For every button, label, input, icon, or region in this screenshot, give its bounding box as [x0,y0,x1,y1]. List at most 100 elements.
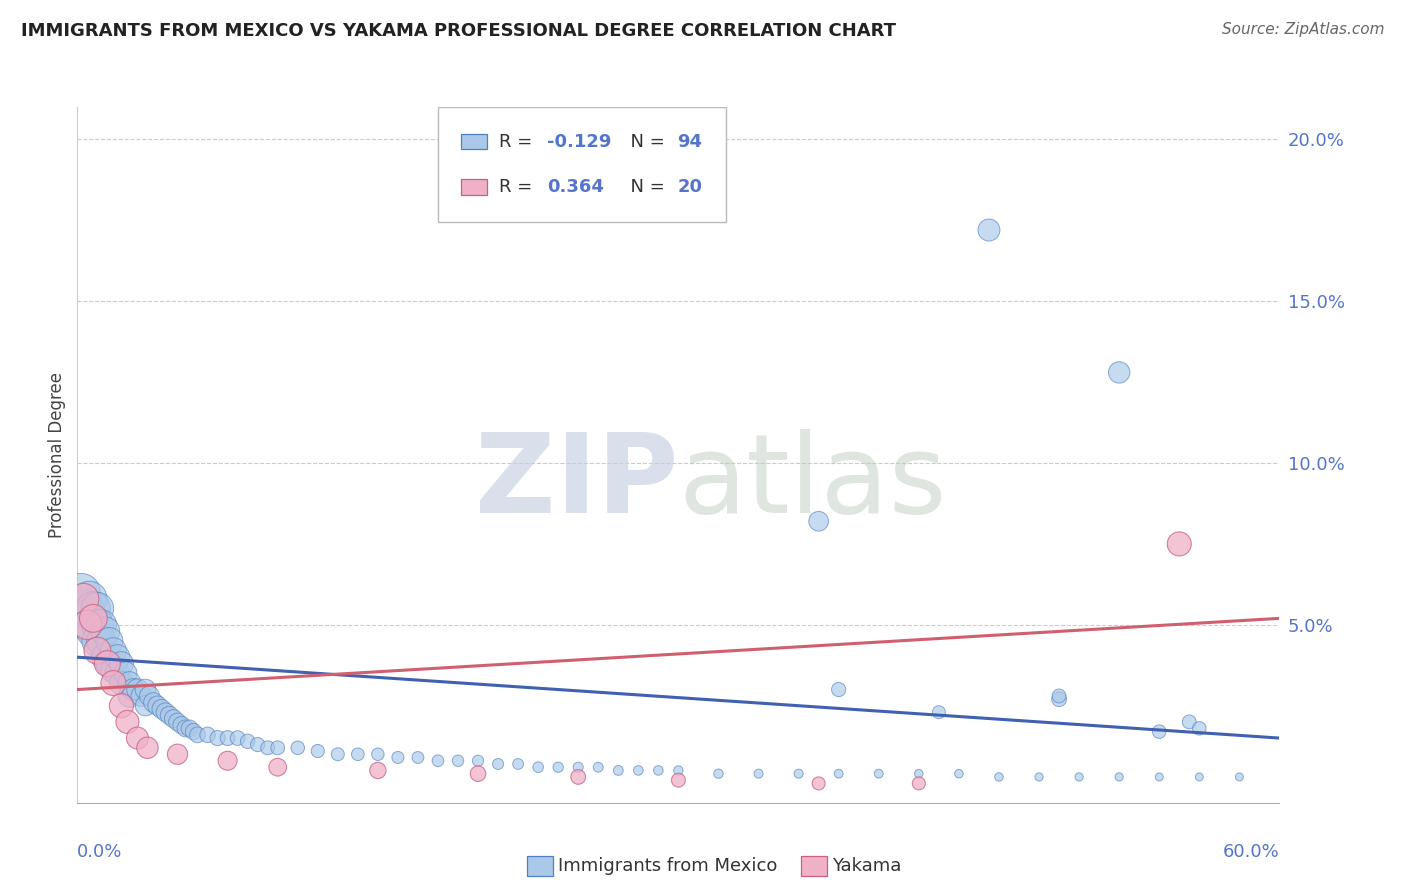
Point [647,764,669,778]
Point [287,740,309,755]
Point [707,766,730,780]
Point [326,747,349,762]
Point [75,601,97,615]
Point [988,770,1011,784]
FancyBboxPatch shape [461,134,488,150]
Point [110,698,132,713]
Text: 94: 94 [678,133,702,151]
Point [567,770,589,784]
Point [98,634,121,648]
Point [118,676,141,690]
Point [94,650,117,665]
Point [748,766,770,780]
Point [807,776,830,790]
Point [486,756,509,771]
Point [588,760,610,774]
Point [170,718,193,732]
Point [977,223,1000,237]
Point [162,712,184,726]
Text: atlas: atlas [679,429,946,536]
Point [828,766,851,780]
Point [90,617,112,632]
Point [103,643,125,657]
Point [134,682,156,697]
Point [103,676,125,690]
Point [668,764,690,778]
Point [134,698,156,713]
Text: -0.129: -0.129 [547,133,612,151]
Text: IMMIGRANTS FROM MEXICO VS YAKAMA PROFESSIONAL DEGREE CORRELATION CHART: IMMIGRANTS FROM MEXICO VS YAKAMA PROFESS… [21,22,896,40]
Point [246,738,269,752]
Point [79,617,101,632]
Point [166,747,188,762]
Point [90,634,112,648]
Point [110,657,132,671]
Point [226,731,249,745]
Point [467,766,489,780]
Text: R =: R = [499,133,538,151]
Point [267,760,290,774]
Point [1168,537,1191,551]
Point [236,734,259,748]
Point [217,754,239,768]
Point [1047,689,1070,703]
Point [948,766,970,780]
Point [467,754,489,768]
Point [96,657,118,671]
Point [1047,692,1070,706]
Point [787,766,810,780]
Point [114,666,136,681]
Text: N =: N = [620,133,671,151]
Point [179,722,201,736]
Text: 0.364: 0.364 [547,178,605,196]
Point [367,764,389,778]
Point [82,601,104,615]
Point [76,617,98,632]
Point [347,747,370,762]
Text: Source: ZipAtlas.com: Source: ZipAtlas.com [1222,22,1385,37]
Text: 0.0%: 0.0% [77,843,122,861]
Point [1178,714,1201,729]
Point [828,682,851,697]
Point [1188,770,1211,784]
Point [103,663,125,677]
Point [1229,770,1251,784]
Point [406,750,429,764]
Point [928,705,950,719]
Point [136,740,159,755]
Point [118,689,141,703]
Text: 20: 20 [678,178,702,196]
Point [127,682,149,697]
Text: 60.0%: 60.0% [1223,843,1279,861]
FancyBboxPatch shape [461,179,488,194]
Point [547,760,569,774]
Point [142,696,165,710]
Text: Immigrants from Mexico: Immigrants from Mexico [558,857,778,875]
Point [217,731,239,745]
Point [256,740,278,755]
Point [207,731,229,745]
Point [868,766,890,780]
Text: N =: N = [620,178,671,196]
Text: Yakama: Yakama [832,857,901,875]
Point [146,698,169,713]
Point [807,514,830,528]
Y-axis label: Professional Degree: Professional Degree [48,372,66,538]
Point [79,591,101,606]
Point [70,585,93,599]
Point [1149,770,1171,784]
Point [122,682,145,697]
Point [150,702,173,716]
Point [567,760,589,774]
Point [72,591,94,606]
Point [86,643,108,657]
FancyBboxPatch shape [439,107,727,222]
Point [1028,770,1050,784]
Point [427,754,450,768]
Point [1069,770,1091,784]
Point [527,760,550,774]
Point [86,601,108,615]
Point [267,740,290,755]
Point [908,766,931,780]
Point [908,776,931,790]
